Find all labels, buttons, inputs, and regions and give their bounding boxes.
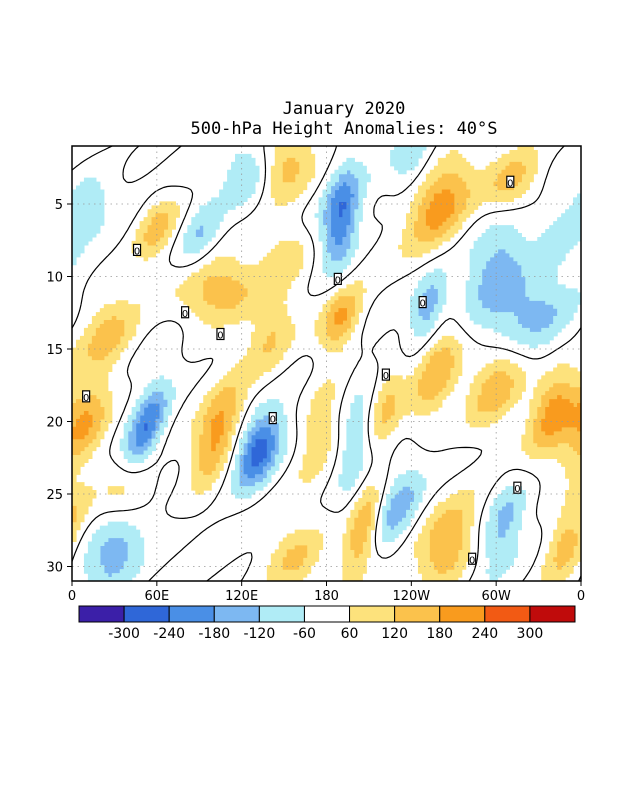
- colorbar-label: -300: [108, 626, 140, 642]
- contour-label-bg: [513, 481, 522, 494]
- chart-title: January 2020: [282, 99, 406, 119]
- colorbar-swatch: [168, 605, 215, 623]
- y-tick-label: 15: [46, 343, 63, 358]
- y-tick-label: 20: [46, 416, 63, 431]
- colorbar-label: 300: [517, 626, 544, 642]
- colorbar-label: 120: [381, 626, 408, 642]
- contour-label: 0: [419, 299, 425, 310]
- contour-label-bg: [333, 272, 342, 285]
- colorbar-label: 180: [426, 626, 453, 642]
- contour-label: 0: [83, 393, 89, 404]
- zero-contour-line: [72, 146, 581, 581]
- contour-label-bg: [268, 412, 277, 425]
- y-tick-label: 25: [46, 488, 63, 503]
- y-tick-label: 30: [46, 561, 63, 576]
- anomaly-band-3: [99, 169, 558, 578]
- x-tick-label: 0: [68, 589, 76, 604]
- colorbar-swatch: [123, 605, 170, 623]
- x-tick-label: 60E: [144, 589, 169, 604]
- chart-subtitle: 500-hPa Height Anomalies: 40°S: [190, 119, 498, 139]
- contour-label: 0: [383, 371, 389, 382]
- colorbar-label: -180: [198, 626, 230, 642]
- contour-label: 0: [182, 309, 188, 320]
- colorbar-swatch: [213, 605, 260, 623]
- x-tick-label: 60W: [481, 589, 511, 604]
- contour-label: 0: [270, 415, 276, 426]
- contour-label-bg: [468, 552, 477, 565]
- contour-label: 0: [507, 178, 513, 189]
- contour-label-bg: [418, 296, 427, 309]
- x-tick-label: 180: [314, 589, 339, 604]
- y-tick-label: 10: [46, 271, 63, 286]
- anomaly-band-2: [135, 181, 355, 479]
- colorbar-label: 60: [341, 626, 359, 642]
- colorbar-swatch: [484, 605, 531, 623]
- anomaly-band-6: [72, 146, 581, 581]
- colorbar-label: -60: [293, 626, 316, 642]
- colorbar-swatch: [258, 605, 305, 623]
- colorbar-swatch: [529, 605, 576, 623]
- contour-label-bg: [132, 243, 142, 256]
- contour-label-bg: [381, 368, 390, 381]
- colorbar-swatch: [349, 605, 396, 623]
- colorbar-swatch: [78, 605, 125, 623]
- zero-contour: 0 0 0 0 0 0 0 0 0 0 0: [72, 146, 581, 581]
- x-tick-label: 0: [577, 589, 585, 604]
- contour-label-bg: [216, 327, 225, 341]
- colorbar-label: -120: [243, 626, 275, 642]
- contour-label: 0: [469, 555, 475, 566]
- colorbar-label: -240: [153, 626, 185, 642]
- x-tick-label: 120E: [225, 589, 258, 604]
- anomaly-field: [72, 146, 581, 581]
- contour-label-bg: [506, 175, 515, 188]
- contour-label: 0: [514, 484, 520, 495]
- contour-label-bg: [181, 306, 190, 319]
- x-tick-label: 120W: [392, 589, 430, 604]
- contour-label: 0: [335, 275, 341, 286]
- anomaly-band-4: [72, 146, 581, 581]
- colorbar: -300 -240 -180 -120 -60 60 120 180 240 300: [78, 605, 576, 642]
- y-tick-label: 5: [55, 198, 63, 213]
- anomaly-band-7: [72, 157, 581, 574]
- contour-label-bg: [82, 390, 91, 403]
- contour-label: 0: [217, 331, 223, 342]
- grid-lines: [72, 146, 581, 581]
- contour-label: 0: [134, 246, 140, 257]
- colorbar-swatch: [303, 605, 351, 623]
- axes: 0 60E 120E 180 120W 60W 0 5 10 15 20 25 30: [46, 198, 585, 604]
- colorbar-label: 240: [471, 626, 498, 642]
- colorbar-swatch: [439, 605, 486, 623]
- colorbar-swatch: [394, 605, 441, 623]
